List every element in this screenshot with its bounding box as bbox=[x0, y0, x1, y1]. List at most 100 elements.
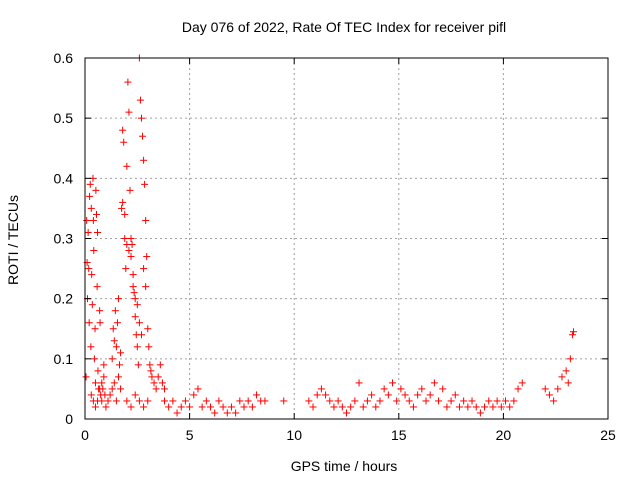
data-point bbox=[219, 403, 227, 411]
data-point bbox=[134, 361, 142, 369]
data-point bbox=[140, 265, 148, 273]
data-point bbox=[135, 319, 143, 327]
data-point bbox=[514, 385, 522, 393]
data-point bbox=[447, 397, 455, 405]
data-point bbox=[144, 397, 152, 405]
data-point bbox=[418, 385, 426, 393]
data-point bbox=[160, 397, 168, 405]
data-point bbox=[317, 385, 325, 393]
data-point bbox=[338, 403, 346, 411]
y-tick-label: 0.1 bbox=[54, 351, 74, 367]
data-point bbox=[493, 397, 501, 405]
data-point bbox=[152, 385, 160, 393]
y-tick-label: 0.3 bbox=[54, 231, 74, 247]
data-point bbox=[240, 403, 248, 411]
data-point bbox=[355, 379, 363, 387]
data-point bbox=[114, 295, 122, 303]
data-point bbox=[125, 108, 133, 116]
data-point bbox=[497, 403, 505, 411]
data-point bbox=[92, 186, 100, 194]
data-point bbox=[232, 409, 240, 417]
data-point bbox=[145, 343, 153, 351]
data-point bbox=[122, 265, 130, 273]
data-point bbox=[87, 391, 95, 399]
data-point bbox=[280, 397, 288, 405]
data-point bbox=[501, 397, 509, 405]
data-point bbox=[130, 289, 138, 297]
data-point bbox=[506, 403, 514, 411]
data-point bbox=[100, 361, 108, 369]
data-point bbox=[83, 216, 91, 224]
data-point bbox=[363, 397, 371, 405]
y-axis-tick-labels: 0 0.1 0.2 0.3 0.4 0.5 0.6 bbox=[54, 50, 74, 427]
data-point bbox=[84, 228, 92, 236]
data-point bbox=[384, 391, 392, 399]
data-point bbox=[119, 126, 127, 134]
data-point bbox=[96, 319, 104, 327]
data-point bbox=[154, 373, 162, 381]
y-tick-label: 0.2 bbox=[54, 291, 74, 307]
data-point bbox=[129, 271, 137, 279]
data-point bbox=[177, 403, 185, 411]
data-point bbox=[169, 397, 177, 405]
data-point bbox=[140, 156, 148, 164]
data-point bbox=[368, 391, 376, 399]
data-point bbox=[211, 409, 219, 417]
data-point bbox=[223, 409, 231, 417]
axis-ticks bbox=[84, 57, 609, 420]
data-point bbox=[91, 403, 99, 411]
data-points bbox=[82, 54, 577, 417]
data-point bbox=[141, 180, 149, 188]
data-point bbox=[108, 355, 116, 363]
data-point bbox=[372, 403, 380, 411]
data-point bbox=[117, 349, 125, 357]
data-point bbox=[94, 397, 102, 405]
data-point bbox=[86, 192, 94, 200]
data-point bbox=[139, 132, 147, 140]
data-point bbox=[131, 313, 139, 321]
data-point bbox=[215, 397, 223, 405]
data-point bbox=[397, 385, 405, 393]
data-point bbox=[116, 361, 124, 369]
data-point bbox=[113, 319, 121, 327]
data-point bbox=[94, 367, 102, 375]
x-axis-title: GPS time / hours bbox=[291, 458, 398, 474]
data-point bbox=[133, 343, 141, 351]
data-point bbox=[389, 379, 397, 387]
data-point bbox=[147, 367, 155, 375]
data-point bbox=[91, 325, 99, 333]
data-point bbox=[351, 397, 359, 405]
data-point bbox=[414, 391, 422, 399]
data-point bbox=[468, 397, 476, 405]
data-point bbox=[109, 325, 117, 333]
data-point bbox=[129, 283, 137, 291]
data-point bbox=[88, 301, 96, 309]
data-point bbox=[85, 319, 93, 327]
data-point bbox=[102, 403, 110, 411]
data-point bbox=[207, 403, 215, 411]
data-point bbox=[94, 228, 102, 236]
data-point bbox=[518, 379, 526, 387]
data-point bbox=[481, 403, 489, 411]
data-point bbox=[566, 355, 574, 363]
data-point bbox=[443, 403, 451, 411]
data-point bbox=[476, 409, 484, 417]
data-point bbox=[142, 283, 150, 291]
data-point bbox=[90, 355, 98, 363]
data-point bbox=[90, 247, 98, 255]
data-point bbox=[143, 253, 151, 261]
data-point bbox=[165, 403, 173, 411]
data-point bbox=[550, 397, 558, 405]
data-point bbox=[227, 403, 235, 411]
chart-title: Day 076 of 2022, Rate Of TEC Index for r… bbox=[182, 19, 506, 35]
data-point bbox=[380, 385, 388, 393]
data-point bbox=[541, 385, 549, 393]
data-point bbox=[309, 403, 317, 411]
x-tick-label: 15 bbox=[391, 427, 407, 443]
data-point bbox=[148, 373, 156, 381]
data-point bbox=[93, 210, 101, 218]
data-point bbox=[150, 379, 158, 387]
data-point bbox=[142, 216, 150, 224]
data-point bbox=[96, 307, 104, 315]
data-point bbox=[236, 397, 244, 405]
